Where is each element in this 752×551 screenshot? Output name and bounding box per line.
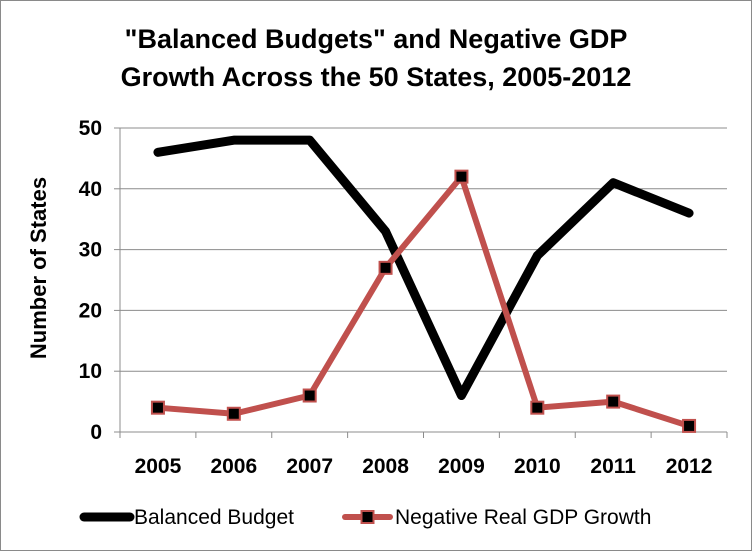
- series-line-1: [153, 135, 694, 401]
- y-tick-label: 10: [79, 360, 102, 383]
- data-point: [302, 388, 317, 403]
- x-tick-label: 2006: [210, 455, 257, 478]
- legend-marker-negative-gdp: [360, 510, 375, 524]
- chart-title: "Balanced Budgets" and Negative GDP Grow…: [0, 20, 752, 96]
- x-tick-label: 2009: [438, 455, 485, 478]
- x-tick-label: 2008: [362, 455, 409, 478]
- legend-label-negative-gdp: Negative Real GDP Growth: [395, 506, 651, 529]
- y-tick-label: 20: [79, 299, 102, 322]
- data-point: [682, 418, 697, 433]
- legend: Balanced Budget Negative Real GDP Growth: [79, 506, 651, 529]
- x-tick-label: 2007: [286, 455, 333, 478]
- x-tick-labels: 2005 2006 2007 2008 2009 2010 2011 2012: [135, 455, 713, 478]
- data-point: [150, 400, 165, 415]
- data-point: [606, 394, 621, 409]
- gridlines: [120, 127, 727, 372]
- data-point: [530, 400, 545, 415]
- y-tick-label: 50: [79, 117, 102, 140]
- y-axis-label: Number of States: [26, 177, 51, 359]
- y-tick-label: 30: [79, 239, 102, 262]
- chart-title-line-2: Growth Across the 50 States, 2005-2012: [120, 62, 632, 92]
- axes: [114, 127, 728, 438]
- legend-label-balanced-budget: Balanced Budget: [134, 506, 294, 529]
- data-point: [226, 406, 241, 421]
- data-point: [378, 260, 393, 275]
- y-tick-label: 0: [90, 421, 102, 444]
- y-tick-label: 40: [79, 178, 102, 201]
- chart-title-line-1: "Balanced Budgets" and Negative GDP: [124, 24, 628, 54]
- series-group: [150, 135, 697, 433]
- x-tick-label: 2011: [590, 455, 636, 478]
- x-tick-label: 2005: [135, 455, 182, 478]
- y-tick-labels: 0 10 20 30 40 50: [79, 117, 102, 444]
- series-line-2: [154, 173, 693, 429]
- data-point: [454, 169, 469, 184]
- x-tick-label: 2012: [666, 455, 713, 478]
- x-tick-label: 2010: [514, 455, 561, 478]
